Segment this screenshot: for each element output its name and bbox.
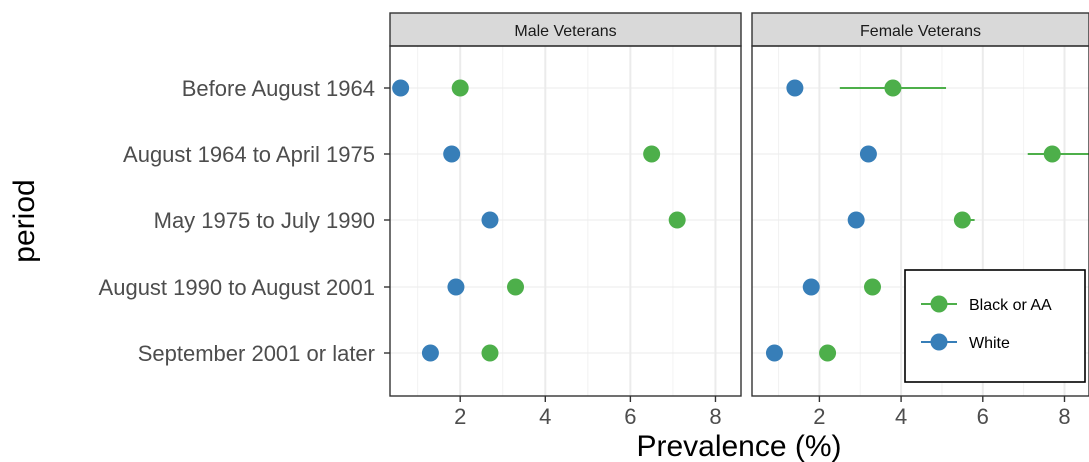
panel-frames <box>384 12 1089 402</box>
legend-label: Black or AA <box>969 297 1052 314</box>
x-tick-label: 6 <box>624 404 636 429</box>
data-point <box>1043 145 1061 163</box>
y-tick-label: August 1964 to April 1975 <box>123 142 375 167</box>
x-tick-label: 8 <box>1058 404 1070 429</box>
y-tick-label: September 2001 or later <box>138 341 375 366</box>
data-point <box>953 211 971 229</box>
panel-title: Female Veterans <box>860 23 981 40</box>
data-point <box>802 278 820 296</box>
data-point <box>443 145 461 163</box>
x-tick-label: 2 <box>813 404 825 429</box>
data-point <box>421 344 439 362</box>
y-tick-label: May 1975 to July 1990 <box>154 208 375 233</box>
x-tick-label: 2 <box>454 404 466 429</box>
legend-key-point <box>930 295 948 313</box>
x-axis-title: Prevalence (%) <box>636 430 841 462</box>
y-tick-label: August 1990 to August 2001 <box>99 275 375 300</box>
x-tick-label: 6 <box>977 404 989 429</box>
x-tick-label: 8 <box>709 404 721 429</box>
legend-key-point <box>930 333 948 351</box>
legend: Black or AA White <box>904 269 1086 383</box>
data-point <box>864 278 882 296</box>
legend-label: White <box>969 335 1010 352</box>
data-point <box>451 79 469 97</box>
panel-strip <box>389 12 742 47</box>
panel-border <box>389 45 742 397</box>
panel-title: Male Veterans <box>514 23 616 40</box>
data-point <box>447 278 465 296</box>
data-point <box>786 79 804 97</box>
data-point <box>643 145 661 163</box>
data-point <box>859 145 877 163</box>
point-layer <box>392 79 1061 362</box>
x-tick-label: 4 <box>895 404 907 429</box>
y-tick-label: Before August 1964 <box>182 76 375 101</box>
data-point <box>765 344 783 362</box>
data-point <box>481 344 499 362</box>
panel-border <box>751 45 1089 397</box>
label-layer: Male Veterans 2 4 6 8 Female Veterans 2 4 6 8 Befo… <box>8 23 1071 462</box>
y-axis-title: period <box>8 179 41 262</box>
data-point <box>668 211 686 229</box>
legend-box <box>904 269 1086 383</box>
data-point <box>481 211 499 229</box>
data-point <box>884 79 902 97</box>
data-point <box>847 211 865 229</box>
data-point <box>507 278 525 296</box>
data-point <box>819 344 837 362</box>
data-point <box>392 79 410 97</box>
x-tick-label: 4 <box>539 404 551 429</box>
